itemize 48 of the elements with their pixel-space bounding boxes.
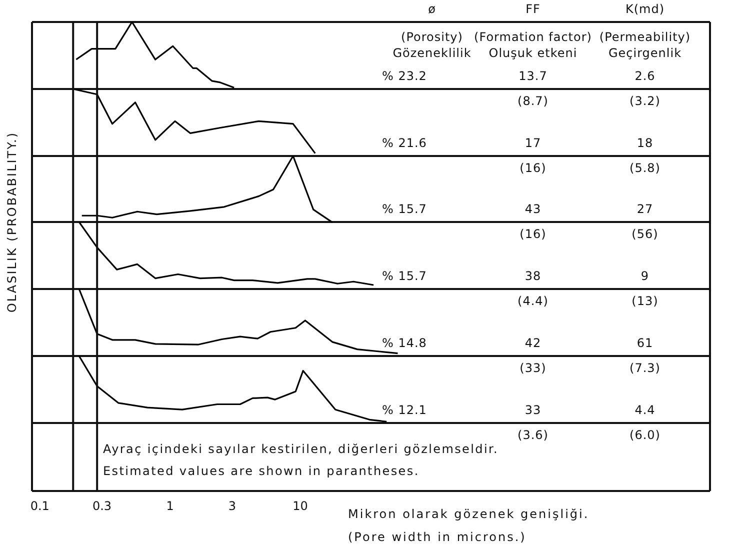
- annotation: 2.6: [634, 68, 656, 83]
- x-tick-label: 1: [166, 499, 174, 514]
- annotation: (4.4): [518, 294, 548, 308]
- annotation: % 15.7: [382, 269, 427, 284]
- annotation: (3.2): [630, 94, 660, 108]
- annotation: 43: [524, 202, 542, 216]
- text: K(md): [625, 2, 665, 16]
- annotation: 17: [524, 136, 542, 150]
- annotation: 61: [636, 336, 654, 350]
- annotation: 38: [524, 269, 542, 284]
- annotation: % 23.2: [382, 68, 427, 83]
- annotation: (13): [632, 294, 658, 308]
- annotation: (56): [632, 227, 658, 242]
- text: Ayraç içindeki sayılar kestirilen, diğerleri gözlemseldir.: [103, 442, 499, 456]
- annotation: Geçirgenlik: [608, 46, 682, 60]
- annotation: Gözeneklilik: [392, 46, 472, 60]
- annotation: (5.8): [630, 160, 660, 175]
- x-tick-label: 0.3: [92, 499, 112, 514]
- annotation: % 21.6: [382, 136, 427, 150]
- x-tick-label: 10: [292, 499, 308, 514]
- annotation: (Formation factor): [474, 30, 592, 44]
- x-axis-title: Mikron olarak gözenek genişliği. (Pore width in microns.): [348, 506, 590, 546]
- text: (6.0): [630, 428, 660, 442]
- text: FF: [526, 2, 540, 16]
- annotation: 4.4: [634, 402, 656, 417]
- x-tick-label: 3: [228, 499, 236, 514]
- text: Estimated values are shown in parantheses.: [103, 464, 420, 478]
- annotation: 42: [524, 336, 542, 350]
- annotation: 33: [524, 402, 542, 417]
- annotation: % 14.8: [382, 336, 427, 350]
- annotation: (Permeability): [599, 30, 691, 44]
- annotation: % 12.1: [382, 402, 427, 417]
- x-tick-label: 0.1: [30, 499, 50, 514]
- annotation: % 15.7: [382, 202, 427, 216]
- annotation: (33): [520, 361, 546, 375]
- annotation: (8.7): [518, 94, 548, 108]
- y-axis-title: OLASILIK (PROBABILITY.): [5, 132, 19, 313]
- annotation: 9: [640, 269, 650, 284]
- annotation: 18: [636, 136, 654, 150]
- annotation: (7.3): [630, 361, 660, 375]
- annotation: Oluşuk etkeni: [488, 46, 578, 60]
- text: ø: [428, 2, 436, 16]
- text: (3.6): [518, 428, 548, 442]
- annotation: 27: [636, 202, 654, 216]
- annotation: (16): [520, 227, 546, 242]
- annotation: 13.7: [518, 68, 548, 83]
- annotation: (Porosity): [401, 30, 463, 44]
- annotation: (16): [520, 160, 546, 175]
